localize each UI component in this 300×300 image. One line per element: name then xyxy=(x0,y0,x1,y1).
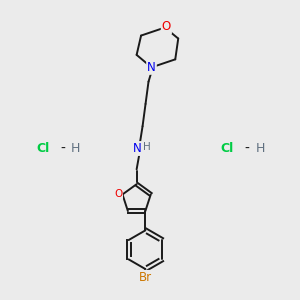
Text: N: N xyxy=(133,142,142,155)
Text: Br: Br xyxy=(139,271,152,284)
Text: Cl: Cl xyxy=(36,142,50,155)
Text: -: - xyxy=(244,142,249,155)
Text: H: H xyxy=(71,142,80,155)
Text: -: - xyxy=(60,142,65,155)
Text: O: O xyxy=(114,189,122,200)
Text: H: H xyxy=(255,142,265,155)
Text: N: N xyxy=(147,61,156,74)
Text: O: O xyxy=(162,20,171,33)
Text: Cl: Cl xyxy=(221,142,234,155)
Text: H: H xyxy=(143,142,151,152)
